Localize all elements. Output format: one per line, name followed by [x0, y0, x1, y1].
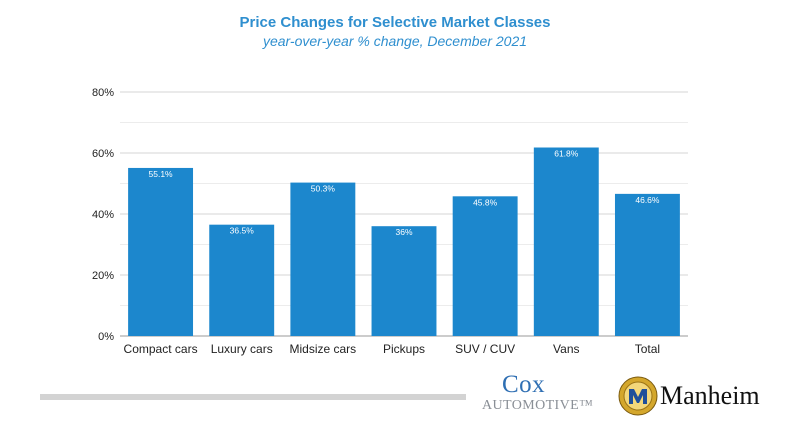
bar-data-label: 50.3%: [311, 184, 336, 194]
bar: [209, 224, 275, 336]
cox-logo-subword: AUTOMOTIVE™: [482, 398, 594, 413]
y-tick-label: 80%: [92, 87, 114, 99]
bar-data-label: 61.8%: [554, 149, 579, 159]
bar: [452, 196, 518, 336]
bar: [128, 167, 194, 336]
bar-data-label: 46.6%: [635, 195, 660, 205]
chart-subtitle: year-over-year % change, December 2021: [262, 33, 527, 49]
x-category-label: Pickups: [383, 342, 425, 356]
manheim-logo: Manheim: [618, 376, 778, 418]
y-tick-label: 0%: [98, 331, 114, 343]
bar: [533, 147, 599, 336]
bars: 55.1% 36.5% 50.3% 36% 45.8% 61.8% 46.6%: [128, 147, 680, 336]
y-tick-label: 60%: [92, 148, 114, 160]
bar-data-label: 45.8%: [473, 197, 498, 207]
x-category-label: Total: [635, 342, 660, 356]
bar: [290, 182, 356, 336]
chart-title: Price Changes for Selective Market Class…: [240, 14, 551, 31]
y-tick-label: 20%: [92, 270, 114, 282]
bar-data-label: 55.1%: [149, 169, 174, 179]
x-category-label: SUV / CUV: [455, 342, 515, 356]
x-category-label: Midsize cars: [290, 342, 357, 356]
bar-data-label: 36%: [395, 227, 412, 237]
manheim-logo-word: Manheim: [660, 381, 760, 410]
bar-data-label: 36.5%: [230, 226, 255, 236]
x-category-label: Luxury cars: [211, 342, 273, 356]
cox-automotive-logo: Cox AUTOMOTIVE™: [482, 372, 604, 418]
manheim-seal-icon: [618, 376, 658, 416]
x-axis: Compact cars Luxury cars Midsize cars Picku…: [124, 342, 661, 356]
cox-logo-word: Cox: [502, 371, 546, 398]
y-axis: 0% 20% 40% 60% 80%: [92, 87, 114, 343]
y-tick-label: 40%: [92, 209, 114, 221]
bar: [371, 226, 437, 336]
x-category-label: Compact cars: [124, 342, 198, 356]
footer-divider: [40, 394, 466, 400]
x-category-label: Vans: [553, 342, 579, 356]
bar: [614, 193, 680, 336]
